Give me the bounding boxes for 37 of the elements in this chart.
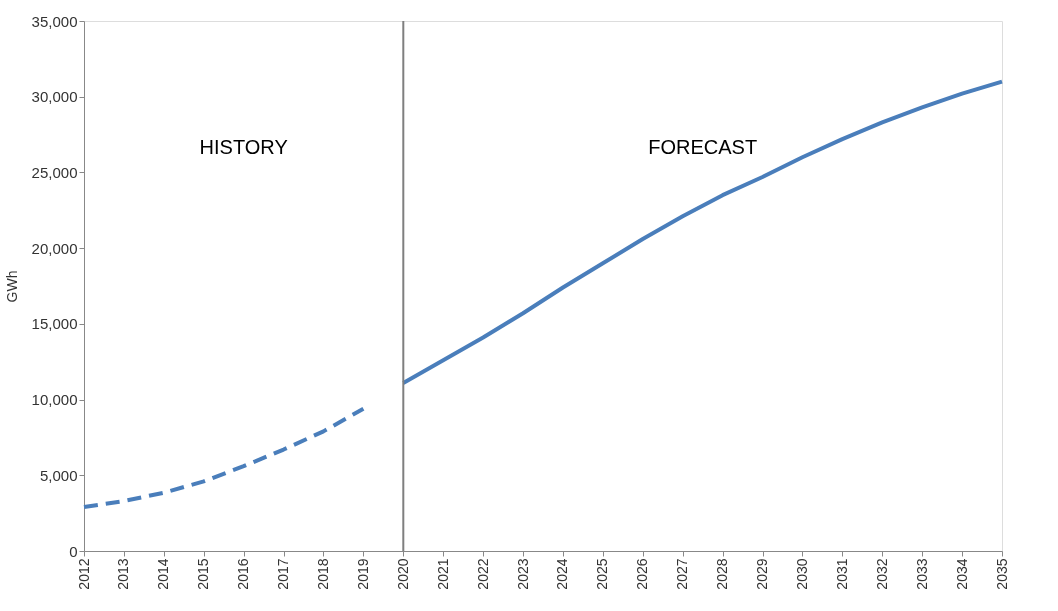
x-tick-label: 2027	[674, 558, 691, 590]
x-tick-label: 2028	[714, 558, 731, 590]
line-series	[401, 79, 1004, 385]
x-tick-label: 2026	[634, 558, 651, 590]
x-tick-label: 2034	[953, 558, 970, 590]
x-tick-label: 2021	[434, 558, 451, 590]
y-tick-label: 35,000	[31, 12, 78, 30]
x-tick-label: 2016	[235, 558, 252, 590]
y-tick-label: 15,000	[31, 315, 78, 333]
y-tick-label: 25,000	[31, 163, 78, 181]
x-tick-label: 2030	[793, 558, 810, 590]
x-tick-label: 2025	[594, 558, 611, 590]
x-tick-label: 2023	[514, 558, 531, 590]
x-tick-label: 2019	[354, 558, 371, 590]
x-tick-label: 2032	[873, 558, 890, 590]
y-tick-label: 10,000	[31, 391, 78, 409]
x-tick-label: 2029	[754, 558, 771, 590]
x-tick-label: 2033	[913, 558, 930, 590]
x-tick-label: 2017	[275, 558, 292, 590]
x-tick-label: 2024	[554, 558, 571, 590]
x-tick-label: 2013	[115, 558, 132, 590]
line-series	[82, 406, 366, 510]
x-tick-label: 2012	[75, 558, 92, 590]
y-tick-label: 30,000	[31, 88, 78, 106]
x-tick-label: 2020	[394, 558, 411, 590]
y-tick-label: 5,000	[39, 466, 78, 484]
annotation: FORECAST	[648, 136, 758, 159]
annotation: HISTORY	[199, 136, 288, 159]
x-tick-label: 2014	[155, 558, 172, 590]
x-tick-label: 2015	[195, 558, 212, 590]
y-tick-label: 0	[69, 542, 78, 560]
x-tick-label: 2018	[314, 558, 331, 590]
x-tick-label: 2035	[993, 558, 1010, 590]
y-axis-title: GWh	[3, 270, 20, 303]
y-tick-label: 20,000	[31, 239, 78, 257]
x-tick-label: 2022	[474, 558, 491, 590]
x-tick-label: 2031	[833, 558, 850, 590]
